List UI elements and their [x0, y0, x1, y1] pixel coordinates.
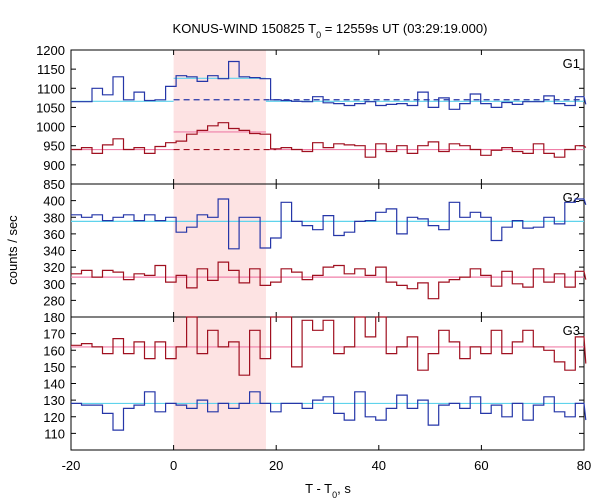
panel-label-g1: G1 — [563, 56, 580, 71]
x-tick-label: 60 — [474, 458, 488, 473]
x-tick-label: 40 — [372, 458, 386, 473]
y-tick-label: 400 — [43, 194, 65, 209]
y-tick-label: 110 — [44, 426, 65, 441]
y-tick-label: 140 — [43, 377, 65, 392]
y-tick-label: 300 — [43, 277, 65, 292]
x-axis-label: T - T0, s — [305, 481, 351, 500]
x-tick-label: 0 — [170, 458, 177, 473]
y-tick-label: 950 — [43, 139, 65, 154]
x-tick-label: 20 — [269, 458, 283, 473]
y-tick-label: 1050 — [36, 100, 65, 115]
y-tick-label: 180 — [43, 310, 65, 325]
y-tick-label: 130 — [43, 393, 65, 408]
plot-area: 85090095010001050110011501200G1280300320… — [36, 43, 591, 473]
series-step-g1-blue — [71, 60, 587, 110]
series-step-g3-blue — [71, 391, 587, 431]
series-step-g1-red — [71, 122, 587, 158]
y-axis-label: counts / sec — [5, 215, 20, 285]
y-tick-label: 1000 — [36, 120, 65, 135]
series-step-g3-red — [71, 316, 587, 376]
y-tick-label: 340 — [43, 244, 65, 259]
y-tick-label: 380 — [43, 210, 65, 225]
series-step-g2-blue — [71, 198, 587, 250]
chart-title: KONUS-WIND 150825 T0 = 12559s UT (03:29:… — [173, 21, 488, 40]
y-tick-label: 320 — [43, 260, 65, 275]
y-tick-label: 1200 — [36, 43, 65, 58]
y-tick-label: 850 — [43, 177, 65, 192]
y-tick-label: 900 — [43, 158, 65, 173]
y-tick-label: 1100 — [37, 81, 65, 96]
y-tick-label: 280 — [43, 293, 65, 308]
y-tick-label: 160 — [43, 343, 65, 358]
y-tick-label: 120 — [43, 410, 65, 425]
panel-frame-g1 — [70, 49, 585, 185]
y-tick-label: 170 — [43, 327, 65, 342]
y-tick-label: 150 — [43, 360, 65, 375]
x-tick-label: 80 — [577, 458, 591, 473]
y-tick-label: 1150 — [37, 62, 65, 77]
panel-frame-g3 — [70, 316, 585, 451]
highlight-interval — [173, 50, 266, 450]
x-tick-label: -20 — [62, 458, 81, 473]
series-step-g2-red — [71, 261, 587, 300]
panel-label-g3: G3 — [563, 323, 580, 338]
y-tick-label: 360 — [43, 227, 65, 242]
panel-frame-g2 — [70, 183, 585, 318]
